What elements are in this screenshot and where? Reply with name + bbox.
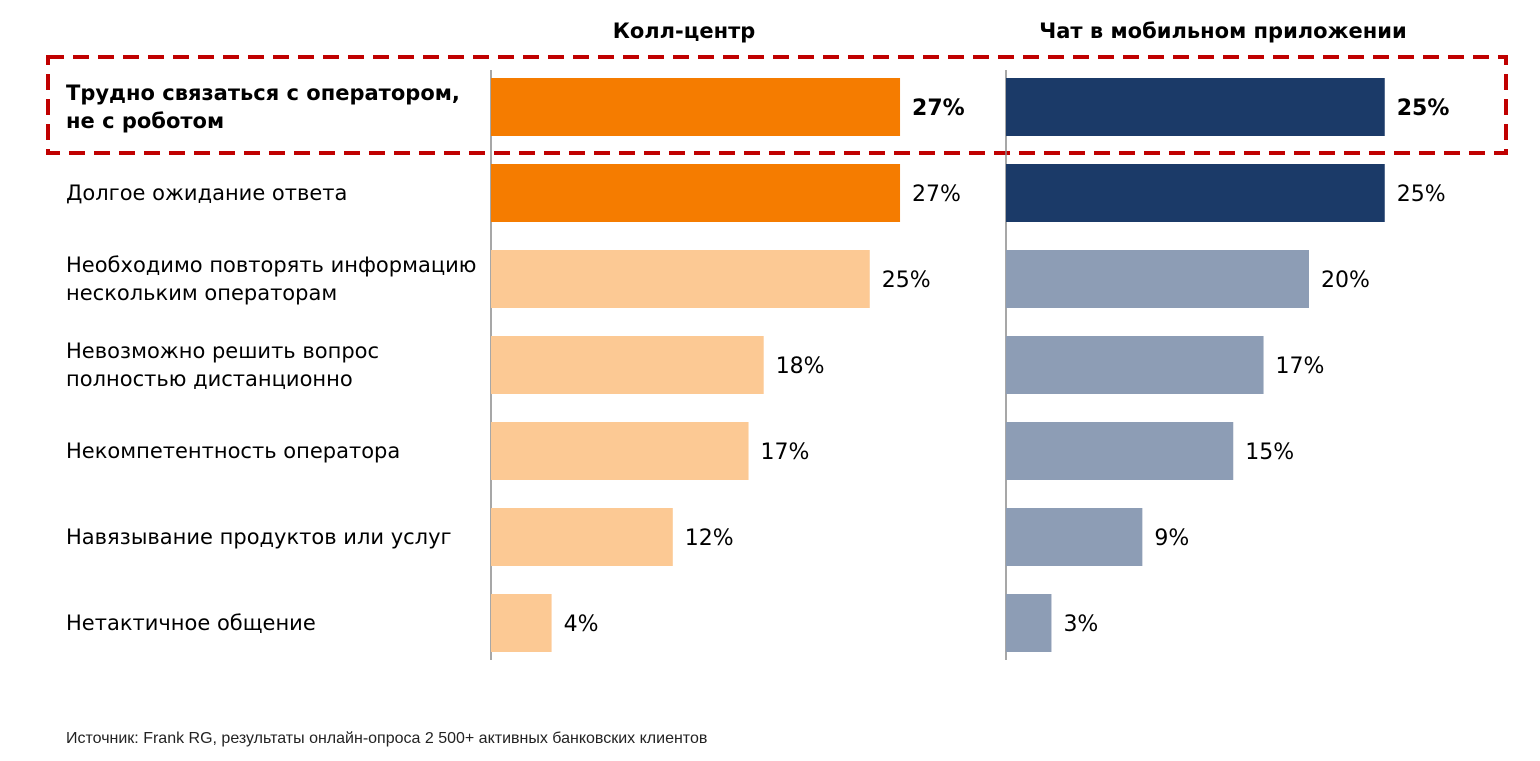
category-label-6: Нетактичное общение <box>66 611 316 635</box>
bar-0-2 <box>491 250 870 308</box>
value-label-0-6: 4% <box>564 612 599 637</box>
category-label-2-line-0: Необходимо повторять информацию <box>66 253 476 277</box>
bar-1-5 <box>1006 508 1143 566</box>
bar-1-1 <box>1006 164 1385 222</box>
bar-0-6 <box>491 594 552 652</box>
category-label-1: Долгое ожидание ответа <box>66 181 347 205</box>
value-label-1-1: 25% <box>1397 182 1446 207</box>
bar-0-1 <box>491 164 901 222</box>
bar-0-4 <box>491 422 749 480</box>
panel-title-0: Колл-центр <box>613 19 756 43</box>
bar-0-5 <box>491 508 673 566</box>
category-label-4: Некомпетентность оператора <box>66 439 400 463</box>
value-label-1-6: 3% <box>1063 612 1098 637</box>
bar-0-0 <box>491 78 901 136</box>
value-label-0-4: 17% <box>761 440 810 465</box>
bar-1-6 <box>1006 594 1052 652</box>
bar-1-3 <box>1006 336 1264 394</box>
panel-title-1: Чат в мобильном приложении <box>1039 19 1406 43</box>
bar-1-4 <box>1006 422 1234 480</box>
value-label-1-2: 20% <box>1321 268 1370 293</box>
value-label-0-3: 18% <box>776 354 825 379</box>
value-label-1-5: 9% <box>1154 526 1189 551</box>
category-label-0-line-0: Трудно связаться с оператором, <box>66 81 460 105</box>
bar-1-2 <box>1006 250 1309 308</box>
value-label-1-0: 25% <box>1397 96 1450 121</box>
value-label-1-3: 17% <box>1276 354 1325 379</box>
category-label-0-line-1: не с роботом <box>66 109 224 133</box>
category-label-5: Навязывание продуктов или услуг <box>66 525 452 549</box>
bar-0-3 <box>491 336 764 394</box>
value-label-1-4: 15% <box>1245 440 1294 465</box>
value-label-0-1: 27% <box>912 182 961 207</box>
value-label-0-0: 27% <box>912 96 965 121</box>
highlight-box <box>46 55 1508 155</box>
value-label-0-2: 25% <box>882 268 931 293</box>
category-label-2-line-1: нескольким операторам <box>66 281 337 305</box>
value-label-0-5: 12% <box>685 526 734 551</box>
category-label-3-line-0: Невозможно решить вопрос <box>66 339 379 363</box>
source-note: Источник: Frank RG, результаты онлайн-оп… <box>66 730 708 747</box>
category-label-3-line-1: полностью дистанционно <box>66 367 353 391</box>
bar-1-0 <box>1006 78 1385 136</box>
